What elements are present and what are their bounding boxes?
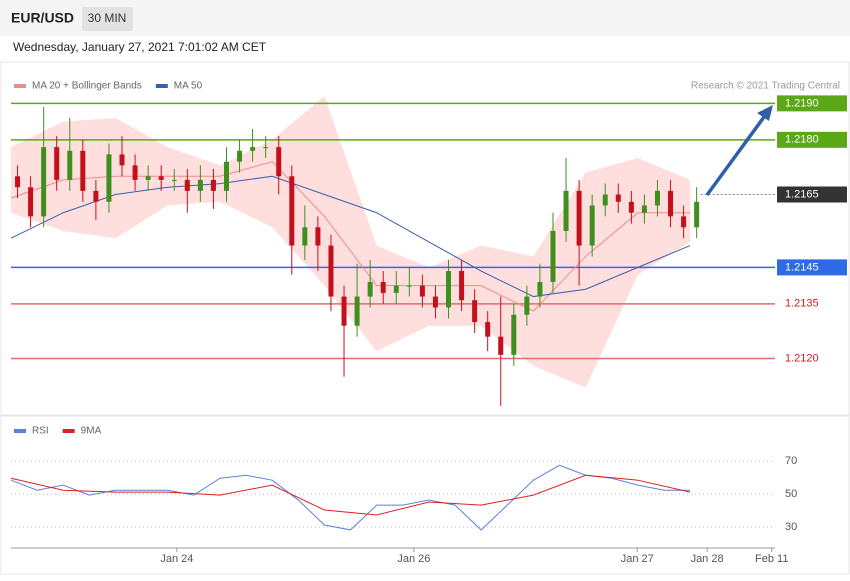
legend-label: MA 20 + Bollinger Bands xyxy=(32,81,142,92)
candle-body xyxy=(93,190,99,202)
candle-body xyxy=(380,281,386,293)
moving-average xyxy=(10,175,691,298)
level-box xyxy=(777,186,847,203)
rsi-line xyxy=(10,474,691,516)
x-tick-label: Jan 28 xyxy=(691,553,724,565)
price-panel xyxy=(0,61,850,416)
level-box xyxy=(777,131,847,148)
candle-body xyxy=(210,179,216,191)
level-label: 1.2120 xyxy=(785,352,819,364)
timeframe[interactable]: 30 MIN xyxy=(88,11,127,25)
candle-body xyxy=(694,201,700,228)
candle-body xyxy=(302,227,308,246)
x-tick-label: Jan 27 xyxy=(621,553,654,565)
candle-body xyxy=(485,322,491,337)
arrow-head xyxy=(757,105,773,121)
forecast-arrow xyxy=(705,115,766,197)
level-box xyxy=(777,259,847,276)
candle-body xyxy=(628,201,634,213)
candle-body xyxy=(459,271,465,301)
candle-body xyxy=(54,147,60,180)
candle-body xyxy=(367,281,373,297)
x-tick-label: Jan 24 xyxy=(160,553,193,565)
candle-body xyxy=(563,190,569,231)
candle-body xyxy=(589,205,595,246)
candle-body xyxy=(446,271,452,308)
y-tick-label: 50 xyxy=(785,488,797,500)
candle-body xyxy=(223,161,229,191)
legend-label: 9MA xyxy=(81,426,102,437)
candle-body xyxy=(615,194,621,202)
legend-swatch xyxy=(62,429,75,433)
credit: Research © 2021 Trading Central xyxy=(691,81,840,92)
candle-body xyxy=(145,176,151,180)
candle-body xyxy=(119,154,125,166)
candle-body xyxy=(641,205,647,213)
candle-body xyxy=(537,281,543,297)
legend-label: MA 50 xyxy=(174,81,203,92)
candle-body xyxy=(654,190,660,206)
timeframe-badge[interactable] xyxy=(82,7,133,31)
y-tick-label: 70 xyxy=(785,455,797,467)
level-label: 1.2165 xyxy=(785,188,819,200)
level-box xyxy=(777,95,847,112)
header-bar xyxy=(0,0,850,36)
candle-body xyxy=(341,296,347,326)
candle-body xyxy=(237,150,243,162)
candle-body xyxy=(550,230,556,282)
candle-body xyxy=(681,216,687,228)
candle-body xyxy=(80,150,86,191)
candle-body xyxy=(250,147,256,151)
plot-layer: MA 20 + Bollinger Bands MA 50 1.2190 1.2180… xyxy=(10,81,847,565)
candle-body xyxy=(393,285,399,293)
candle-body xyxy=(576,190,582,246)
candle-body xyxy=(354,296,360,326)
legend-swatch xyxy=(14,429,26,433)
candle-body xyxy=(67,150,73,180)
candle-body xyxy=(328,245,334,297)
legend-swatch xyxy=(14,84,26,88)
candle-body xyxy=(158,176,164,180)
candle-body xyxy=(289,176,295,246)
candle-body xyxy=(419,285,425,297)
x-tick-label: Feb 11 xyxy=(755,553,788,565)
x-tick-label: Jan 26 xyxy=(397,553,430,565)
candle-body xyxy=(41,147,47,217)
legend-label: RSI xyxy=(32,426,49,437)
candle-body xyxy=(276,147,282,177)
candle-body xyxy=(472,300,478,323)
candle-body xyxy=(315,227,321,246)
candle-body xyxy=(511,314,517,355)
legend-swatch xyxy=(155,84,168,88)
candle-body xyxy=(668,190,674,217)
rsi-panel xyxy=(0,415,850,575)
level-label: 1.2145 xyxy=(785,261,819,273)
moving-average xyxy=(10,161,691,312)
symbol: EUR/USD xyxy=(11,10,74,26)
candle-body xyxy=(498,336,504,355)
timestamp: Wednesday, January 27, 2021 7:01:02 AM C… xyxy=(13,40,267,54)
candle-body xyxy=(432,296,438,308)
candle-body xyxy=(524,296,530,315)
candle-body xyxy=(15,176,21,188)
candle-body xyxy=(171,179,177,181)
level-label: 1.2135 xyxy=(785,298,819,310)
y-tick-label: 30 xyxy=(785,521,797,533)
rsi-line xyxy=(10,464,691,531)
bollinger-band xyxy=(11,96,691,388)
level-label: 1.2180 xyxy=(785,134,819,146)
candle-body xyxy=(263,147,269,149)
candle-body xyxy=(184,179,190,191)
candle-body xyxy=(106,154,112,202)
level-label: 1.2190 xyxy=(785,97,819,109)
candle-body xyxy=(406,285,412,287)
candle-body xyxy=(132,165,138,180)
candle-body xyxy=(197,179,203,191)
candle-body xyxy=(602,194,608,206)
candle-body xyxy=(28,187,34,217)
